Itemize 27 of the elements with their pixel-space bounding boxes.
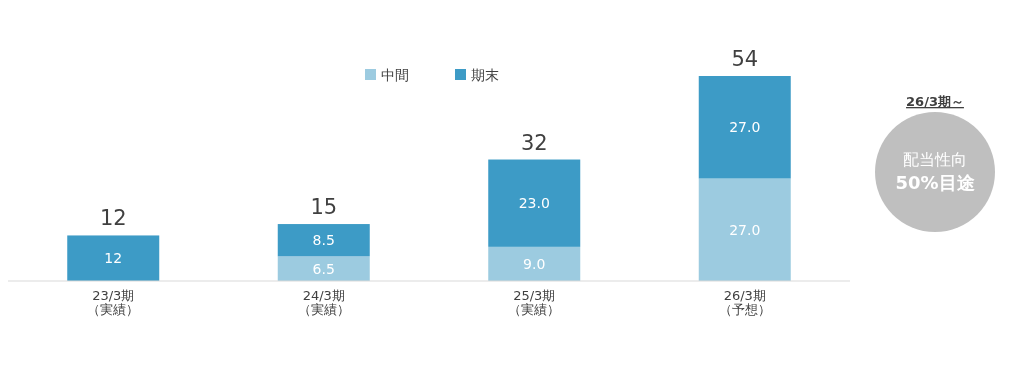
data-label: 23.0 (518, 195, 550, 212)
bar (277, 256, 370, 281)
bar (698, 178, 791, 281)
total-label: 32 (520, 130, 548, 155)
legend-label: 中間 (381, 67, 409, 83)
x-tick-label: 26/3期（予想） (718, 288, 771, 318)
bar (488, 246, 581, 281)
x-tick-label: 25/3期（実績） (508, 288, 561, 318)
data-label: 8.5 (312, 232, 335, 249)
total-label: 54 (731, 47, 759, 71)
data-label: 27.0 (729, 119, 761, 136)
bar (488, 159, 581, 247)
total-label: 15 (310, 195, 338, 220)
text: 26/3期～ (906, 94, 964, 109)
data-label: 27.0 (729, 221, 761, 238)
x-tick-label: 23/3期（実績） (87, 288, 140, 318)
data-label: 6.5 (312, 260, 335, 277)
bar (277, 224, 370, 257)
legend-label: 期末 (471, 67, 499, 83)
data-label: 9.0 (523, 255, 546, 272)
bar (67, 235, 160, 281)
x-tick-label: 24/3期（実績） (297, 288, 350, 318)
data-label: 12 (104, 250, 123, 267)
text: 配当性向 (903, 150, 967, 169)
bar (698, 76, 791, 179)
text: 50%目途 (895, 172, 975, 193)
total-label: 12 (99, 206, 127, 231)
